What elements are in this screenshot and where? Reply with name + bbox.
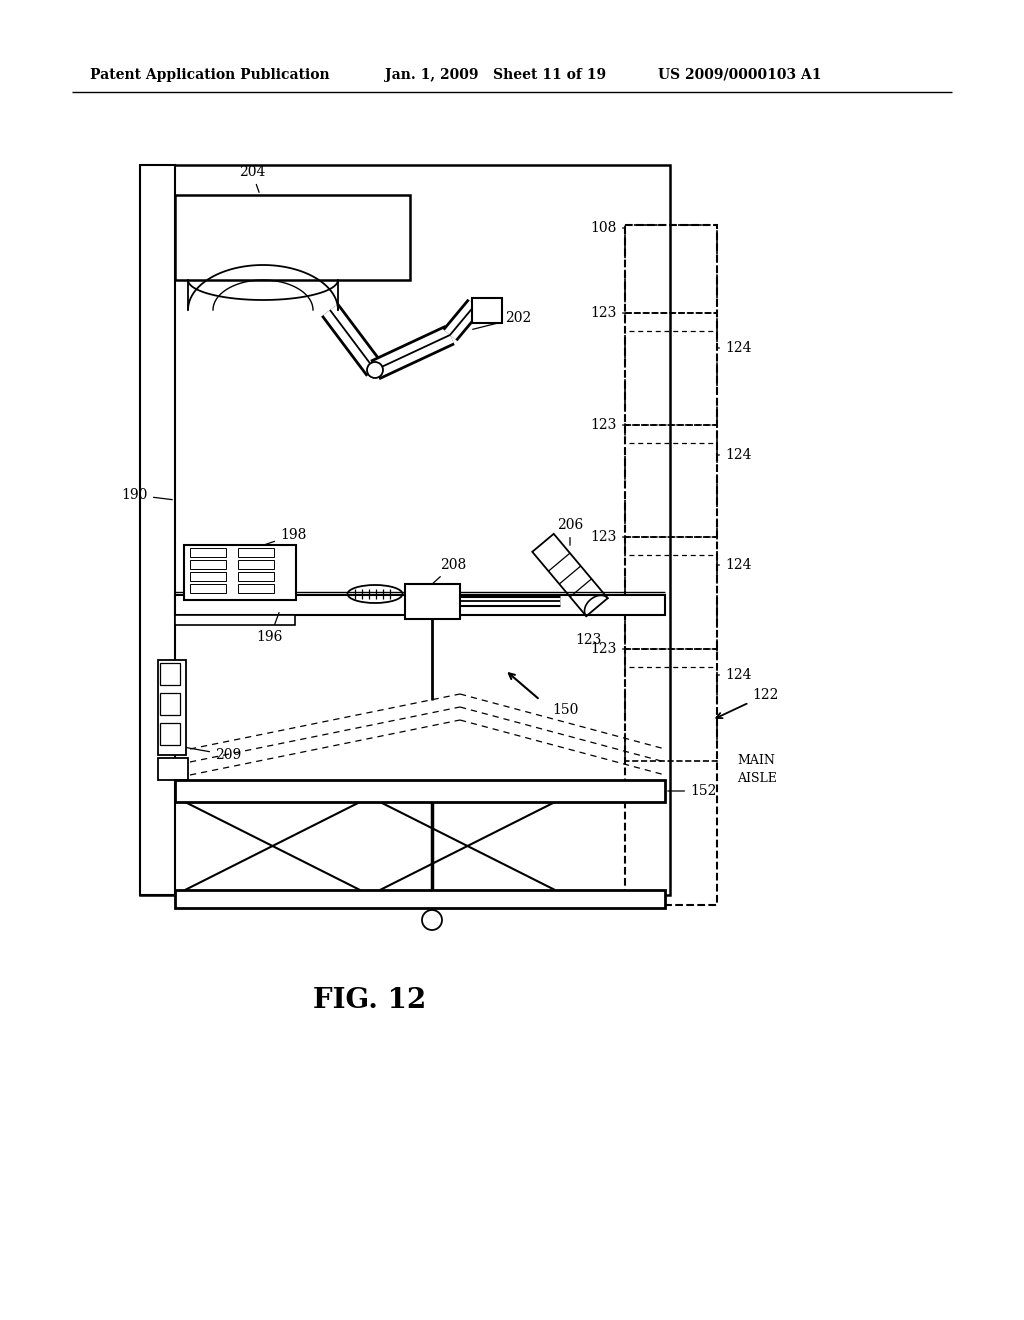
Text: 124: 124 xyxy=(717,341,752,355)
Text: 124: 124 xyxy=(717,558,752,572)
Bar xyxy=(406,583,460,619)
Bar xyxy=(472,298,502,323)
Bar xyxy=(625,224,717,906)
Text: 123: 123 xyxy=(591,531,625,544)
Bar xyxy=(190,572,226,581)
Bar xyxy=(238,572,274,581)
Text: 123: 123 xyxy=(591,642,625,656)
Text: 204: 204 xyxy=(239,165,265,193)
Text: 124: 124 xyxy=(717,668,752,682)
Bar xyxy=(190,560,226,569)
Bar xyxy=(625,313,717,425)
Bar xyxy=(238,548,274,557)
Text: 202: 202 xyxy=(473,312,531,329)
Text: 123: 123 xyxy=(591,306,625,319)
Bar xyxy=(158,758,188,780)
Bar xyxy=(238,583,274,593)
Bar xyxy=(625,224,717,313)
Circle shape xyxy=(367,362,383,378)
Text: 124: 124 xyxy=(717,447,752,462)
Text: MAIN: MAIN xyxy=(737,754,775,767)
Bar xyxy=(175,890,665,908)
Bar xyxy=(190,583,226,593)
Bar xyxy=(140,165,670,895)
Text: Patent Application Publication: Patent Application Publication xyxy=(90,69,330,82)
Bar xyxy=(625,537,717,649)
Text: 150: 150 xyxy=(552,704,579,717)
Text: FIG. 12: FIG. 12 xyxy=(313,986,427,1014)
Bar xyxy=(190,548,226,557)
Text: US 2009/0000103 A1: US 2009/0000103 A1 xyxy=(658,69,821,82)
Text: 123: 123 xyxy=(575,634,601,647)
Bar xyxy=(158,660,186,755)
Text: 190: 190 xyxy=(122,488,172,502)
Bar xyxy=(160,723,180,744)
Bar xyxy=(175,615,295,624)
Text: 209: 209 xyxy=(175,746,242,762)
Text: AISLE: AISLE xyxy=(737,771,777,784)
Text: 108: 108 xyxy=(591,220,625,235)
Text: Jan. 1, 2009   Sheet 11 of 19: Jan. 1, 2009 Sheet 11 of 19 xyxy=(385,69,606,82)
Text: 208: 208 xyxy=(432,558,466,585)
Bar xyxy=(625,649,717,762)
Bar xyxy=(184,545,296,601)
Circle shape xyxy=(422,909,442,931)
Bar xyxy=(160,693,180,715)
Bar xyxy=(238,560,274,569)
Text: 206: 206 xyxy=(557,517,583,545)
Text: 198: 198 xyxy=(258,528,306,546)
Bar xyxy=(625,425,717,537)
Bar xyxy=(175,595,665,615)
Text: 152: 152 xyxy=(668,784,717,799)
Text: 196: 196 xyxy=(257,612,284,644)
Bar xyxy=(160,663,180,685)
Text: 122: 122 xyxy=(717,688,778,718)
Bar xyxy=(140,165,175,895)
Text: 123: 123 xyxy=(591,418,625,432)
Bar xyxy=(175,195,410,280)
Bar xyxy=(175,780,665,803)
